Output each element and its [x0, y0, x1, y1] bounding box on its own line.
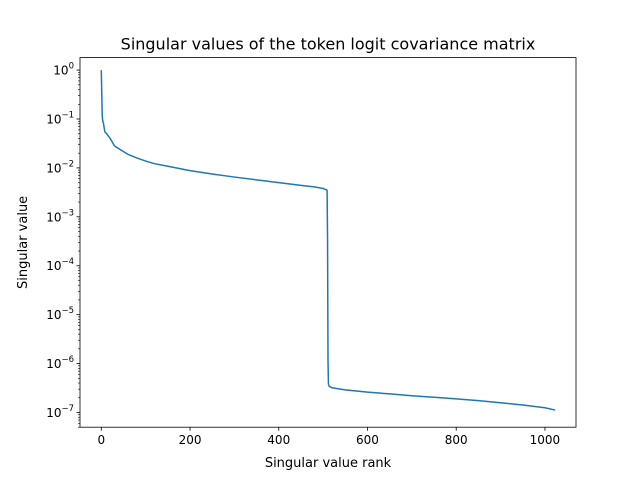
x-tick-label: 1000 — [530, 433, 561, 447]
y-tick-label: 10−5 — [46, 306, 74, 322]
x-tick-label: 400 — [267, 433, 290, 447]
x-tick-label: 0 — [97, 433, 105, 447]
y-axis-ticks: 100 10−1 10−2 10−3 10−4 10−5 10−6 10−7 — [46, 62, 80, 428]
y-tick-label: 10−4 — [46, 257, 74, 273]
x-tick-label: 200 — [179, 433, 202, 447]
y-tick-label: 10−2 — [46, 159, 74, 175]
y-tick-label: 10−6 — [46, 355, 74, 371]
series-line-0 — [100, 70, 556, 411]
chart-title: Singular values of the token logit covar… — [121, 35, 536, 54]
plot-area — [100, 70, 556, 411]
x-axis-label: Singular value rank — [265, 456, 392, 471]
y-axis-label: Singular value — [16, 196, 31, 289]
x-axis-ticks: 0 200 400 600 800 1000 — [97, 427, 560, 447]
y-tick-label: 10−1 — [46, 110, 74, 126]
x-tick-label: 600 — [356, 433, 379, 447]
x-tick-label: 800 — [445, 433, 468, 447]
y-tick-label: 10−7 — [46, 404, 74, 420]
y-tick-label: 100 — [53, 62, 74, 78]
axes-frame — [79, 57, 577, 428]
y-tick-label: 10−3 — [46, 208, 74, 224]
